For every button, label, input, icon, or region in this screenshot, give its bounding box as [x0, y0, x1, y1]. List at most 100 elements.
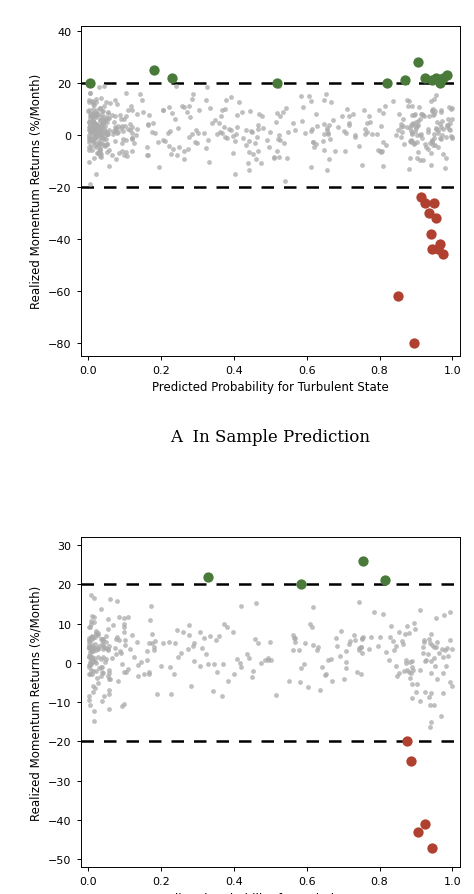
Point	[166, 124, 174, 139]
Point	[410, 137, 418, 151]
Point	[127, 99, 134, 114]
Point	[406, 671, 414, 686]
Point	[367, 630, 374, 645]
Point	[91, 713, 98, 728]
Point	[273, 77, 281, 91]
Point	[324, 127, 332, 141]
Point	[400, 663, 408, 678]
Point	[411, 125, 419, 139]
Point	[346, 637, 353, 652]
Point	[351, 129, 359, 143]
Point	[445, 113, 452, 127]
Point	[410, 109, 418, 123]
Point	[101, 129, 109, 143]
Point	[134, 636, 141, 650]
Point	[279, 106, 286, 121]
Point	[106, 97, 114, 111]
Point	[437, 104, 445, 118]
Point	[116, 645, 124, 659]
Point	[166, 661, 173, 675]
Point	[448, 131, 456, 145]
Point	[411, 107, 419, 122]
Point	[406, 151, 414, 165]
Point	[438, 129, 446, 143]
Point	[439, 248, 447, 262]
Point	[94, 642, 101, 656]
Point	[90, 116, 97, 131]
Point	[92, 644, 100, 658]
Point	[405, 665, 412, 679]
Point	[407, 136, 415, 150]
Point	[85, 640, 92, 654]
Point	[137, 89, 144, 103]
Point	[202, 647, 210, 662]
Point	[152, 126, 159, 140]
Point	[172, 636, 179, 650]
Point	[105, 663, 112, 678]
Point	[118, 119, 126, 133]
Point	[146, 667, 153, 681]
Point	[445, 101, 453, 115]
Point	[442, 660, 449, 674]
Point	[285, 674, 293, 688]
Point	[437, 121, 445, 135]
Point	[165, 635, 173, 649]
Point	[101, 120, 109, 134]
Point	[183, 105, 191, 120]
Point	[430, 196, 438, 210]
Point	[409, 663, 417, 678]
Point	[112, 94, 119, 108]
Point	[408, 661, 416, 675]
Point	[313, 643, 321, 657]
Point	[128, 104, 136, 118]
Point	[87, 109, 95, 123]
Point	[87, 109, 94, 123]
Point	[323, 122, 331, 136]
Point	[355, 641, 363, 655]
Point	[254, 131, 261, 145]
Point	[192, 123, 200, 138]
Point	[97, 661, 104, 675]
Point	[366, 116, 374, 131]
Point	[91, 637, 99, 652]
Point	[208, 117, 216, 131]
Point	[375, 104, 383, 118]
Point	[91, 108, 99, 122]
Point	[90, 591, 98, 605]
Point	[418, 131, 426, 146]
Point	[420, 635, 428, 649]
Point	[216, 125, 224, 139]
Point	[111, 641, 119, 655]
Point	[410, 336, 418, 350]
Point	[96, 131, 103, 145]
Point	[88, 667, 96, 681]
Point	[221, 131, 228, 145]
Point	[89, 628, 96, 643]
Point	[93, 118, 100, 132]
Point	[446, 605, 454, 620]
Point	[296, 675, 303, 689]
Point	[382, 100, 389, 114]
Point	[242, 139, 249, 153]
Point	[255, 119, 262, 133]
Point	[408, 654, 416, 669]
Point	[92, 118, 100, 132]
Point	[103, 127, 111, 141]
Point	[290, 630, 297, 645]
Point	[252, 596, 260, 611]
Point	[148, 636, 155, 650]
Point	[159, 637, 166, 651]
Point	[331, 145, 339, 159]
Point	[92, 140, 100, 155]
Point	[111, 110, 118, 124]
Point	[358, 633, 365, 647]
Point	[88, 131, 96, 145]
Point	[87, 614, 95, 628]
Point	[361, 122, 369, 137]
Point	[308, 95, 315, 109]
Point	[232, 128, 239, 142]
Point	[405, 627, 413, 641]
Point	[413, 120, 420, 134]
Point	[409, 677, 416, 691]
Point	[109, 127, 117, 141]
